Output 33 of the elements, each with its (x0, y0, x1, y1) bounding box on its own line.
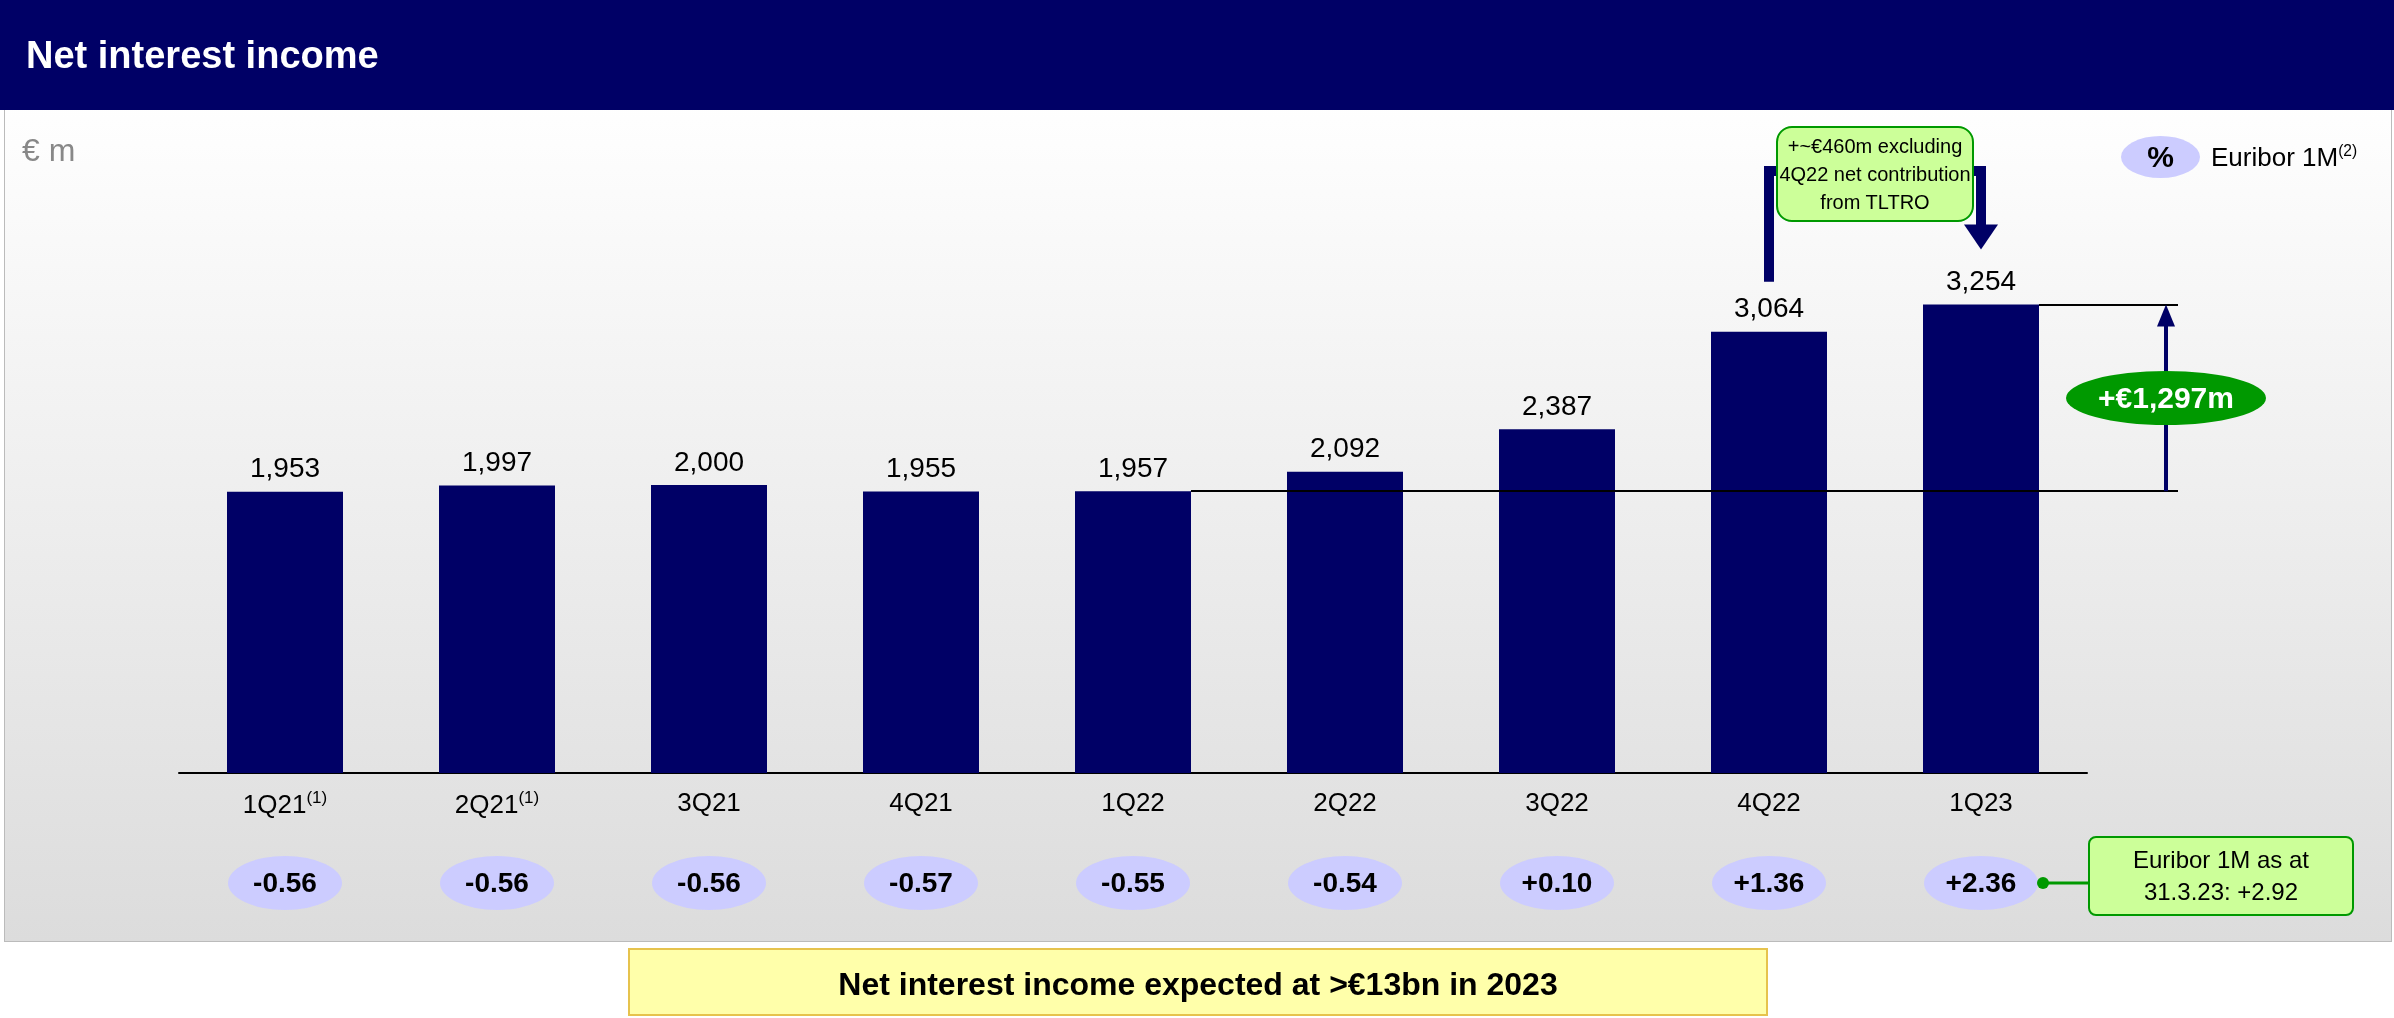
text: Net interest income expected at >€13bn in 2023 (628, 948, 1768, 1016)
text: -0.56 (652, 856, 766, 910)
text: +2.36 (1924, 856, 2038, 910)
text: Euribor 1M$^{(2)}$ (2211, 142, 2358, 173)
data-label: 3,064 (1733, 292, 1805, 324)
x-tick-label: 3Q22 (1525, 787, 1589, 817)
text: +1.36 (1712, 856, 1826, 910)
x-tick-label: 4Q21 (889, 787, 953, 817)
text: -0.54 (1288, 856, 1402, 910)
text: % (2121, 136, 2200, 178)
data-label: 1,957 (1097, 451, 1169, 483)
data-label: 2,092 (1309, 432, 1381, 464)
text: +€1,297m (2066, 370, 2266, 425)
data-label: 1,997 (461, 445, 533, 477)
data-label: 1,955 (885, 451, 957, 483)
text: -0.56 (228, 856, 342, 910)
data-label: 2,387 (1521, 389, 1593, 421)
x-tick-label: 1Q23 (1949, 787, 2013, 817)
data-label: 3,254 (1945, 264, 2017, 296)
text: -0.56 (440, 856, 554, 910)
chart-title: Net interest income (0, 0, 2394, 110)
data-label: 1,953 (249, 452, 321, 484)
text: -0.57 (864, 856, 978, 910)
text: +~€460m excluding 4Q22 net contribution from TLTRO (1776, 126, 1974, 222)
x-tick-label: 2Q22 (1313, 787, 1377, 817)
x-tick-label: 4Q22 (1737, 787, 1801, 817)
x-tick-label: 1Q22 (1101, 787, 1165, 817)
text: +0.10 (1500, 856, 1614, 910)
text: € m (22, 132, 76, 169)
text: Euribor 1M as at 31.3.23: +2.92 (2088, 836, 2354, 916)
text: -0.55 (1076, 856, 1190, 910)
x-tick-label: 3Q21 (677, 787, 741, 817)
data-label: 2,000 (673, 445, 745, 477)
